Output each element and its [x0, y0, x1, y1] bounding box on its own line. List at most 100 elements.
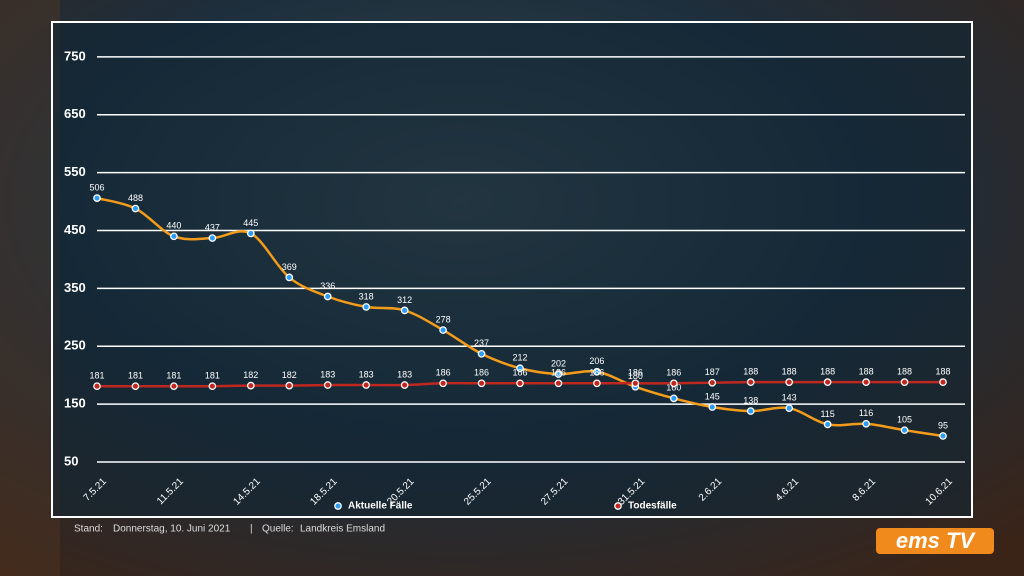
legend-marker	[334, 502, 342, 510]
value-label: 206	[589, 356, 604, 366]
point	[593, 367, 601, 376]
value-label: 212	[512, 353, 527, 363]
value-label: 488	[128, 193, 143, 203]
point	[477, 379, 486, 388]
legend-marker	[614, 502, 622, 510]
point	[708, 403, 717, 411]
point	[708, 378, 717, 387]
value-label: 183	[320, 369, 335, 379]
y-tick-label: 50	[64, 453, 78, 468]
logo-text: ems TV	[896, 528, 977, 553]
point	[208, 382, 217, 391]
point	[939, 432, 947, 440]
value-label: 105	[897, 415, 912, 425]
value-label: 369	[282, 262, 297, 272]
value-label: 318	[359, 291, 374, 301]
value-label: 180	[628, 371, 643, 381]
logo: ems TV	[876, 528, 994, 554]
value-label: 188	[897, 367, 912, 377]
value-label: 182	[243, 370, 258, 380]
point	[554, 370, 563, 378]
value-label: 186	[551, 368, 566, 378]
value-label: 181	[205, 371, 220, 381]
point	[862, 419, 870, 428]
value-label: 181	[166, 371, 181, 381]
logo-bg	[876, 528, 994, 554]
point	[131, 382, 140, 391]
point	[669, 394, 678, 403]
value-label: 188	[782, 367, 797, 377]
legend-label: Todesfälle	[628, 501, 677, 512]
point	[631, 379, 640, 388]
footer-separator: |	[250, 524, 253, 535]
value-label: 237	[474, 338, 489, 348]
value-label: 143	[782, 393, 797, 403]
value-label: 437	[205, 222, 220, 232]
value-label: 115	[820, 409, 834, 419]
footer-date: Donnerstag, 10. Juni 2021	[113, 524, 231, 535]
value-label: 506	[89, 183, 104, 193]
chart-frame	[51, 21, 973, 518]
y-tick-label: 450	[64, 222, 86, 237]
point	[516, 364, 524, 373]
value-label: 186	[589, 368, 604, 378]
value-label: 187	[705, 367, 720, 377]
footer-source: Landkreis Emsland	[300, 524, 385, 535]
point	[439, 326, 447, 334]
y-tick-label: 150	[64, 396, 86, 411]
value-label: 186	[474, 368, 489, 378]
point	[669, 379, 678, 388]
value-label: 138	[743, 395, 758, 405]
point	[823, 420, 832, 429]
point	[939, 378, 947, 386]
point	[900, 378, 909, 386]
point	[746, 378, 755, 386]
value-label: 278	[436, 314, 451, 324]
value-label: 181	[89, 371, 104, 381]
value-label: 116	[859, 408, 873, 418]
value-label: 186	[666, 368, 681, 378]
point	[323, 381, 332, 389]
point	[785, 378, 794, 386]
value-label: 183	[397, 369, 412, 379]
point	[285, 381, 294, 390]
point	[593, 379, 601, 388]
point	[823, 378, 832, 386]
value-label: 186	[436, 368, 451, 378]
point	[93, 382, 101, 391]
y-tick-label: 650	[64, 106, 86, 121]
footer-stand-label: Stand:	[74, 524, 103, 535]
point	[477, 349, 486, 358]
value-label: 183	[359, 369, 374, 379]
point	[246, 229, 255, 238]
y-tick-label: 250	[64, 338, 86, 353]
y-tick-label: 550	[64, 164, 86, 179]
value-label: 181	[128, 371, 143, 381]
background-left	[0, 0, 60, 576]
point	[170, 232, 178, 241]
value-label: 186	[628, 368, 643, 378]
point	[170, 382, 178, 391]
point	[400, 381, 409, 389]
y-tick-label: 350	[64, 280, 86, 295]
value-label: 445	[243, 218, 258, 228]
value-label: 95	[938, 420, 948, 430]
value-label: 188	[743, 367, 758, 377]
value-label: 188	[859, 367, 874, 377]
point	[900, 426, 909, 435]
value-label: 182	[282, 370, 297, 380]
point	[93, 194, 101, 202]
legend-label: Aktuelle Fälle	[348, 501, 413, 512]
y-tick-label: 750	[64, 48, 86, 63]
footer-source-label: Quelle:	[262, 524, 294, 535]
value-label: 188	[820, 367, 835, 377]
value-label: 145	[705, 391, 720, 401]
point	[746, 407, 755, 415]
point	[362, 303, 371, 311]
value-label: 188	[935, 367, 950, 377]
point	[285, 273, 294, 282]
point	[362, 381, 371, 389]
